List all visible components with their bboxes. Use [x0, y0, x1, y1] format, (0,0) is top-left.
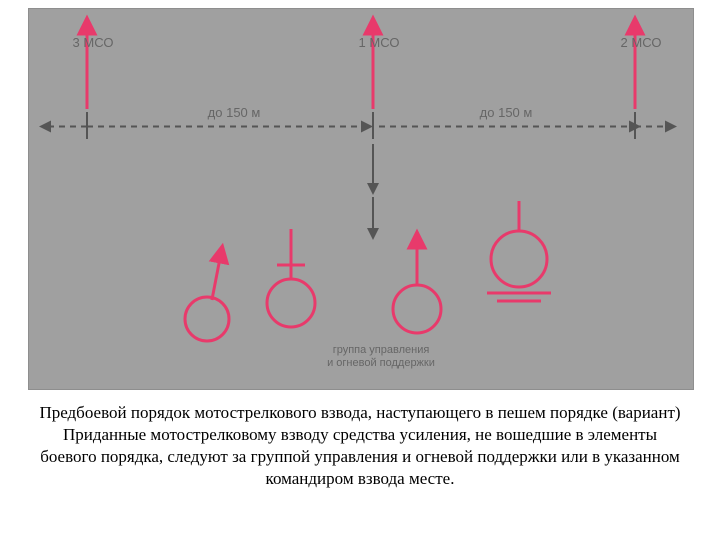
tactical-diagram: 3 МСО 1 МСО 2 МСО до 150 м до 150 м группа уп… — [28, 8, 694, 390]
caption-line-4: командиром взвода месте. — [266, 469, 455, 488]
caption-line-3: боевого порядка, следуют за группой упра… — [40, 447, 680, 466]
diagram-label: группа управленияи огневой поддержки — [301, 344, 461, 370]
diagram-label: 1 МСО — [349, 35, 409, 50]
diagram-label: до 150 м — [461, 105, 551, 120]
caption-line-1: Предбоевой порядок мотострелкового взвод… — [39, 403, 680, 422]
diagram-label: 2 МСО — [611, 35, 671, 50]
diagram-label: 3 МСО — [63, 35, 123, 50]
caption: Предбоевой порядок мотострелкового взвод… — [30, 402, 690, 490]
caption-line-2: Приданные мотострелковому взводу средств… — [63, 425, 657, 444]
diagram-svg — [29, 9, 693, 389]
diagram-label: до 150 м — [189, 105, 279, 120]
